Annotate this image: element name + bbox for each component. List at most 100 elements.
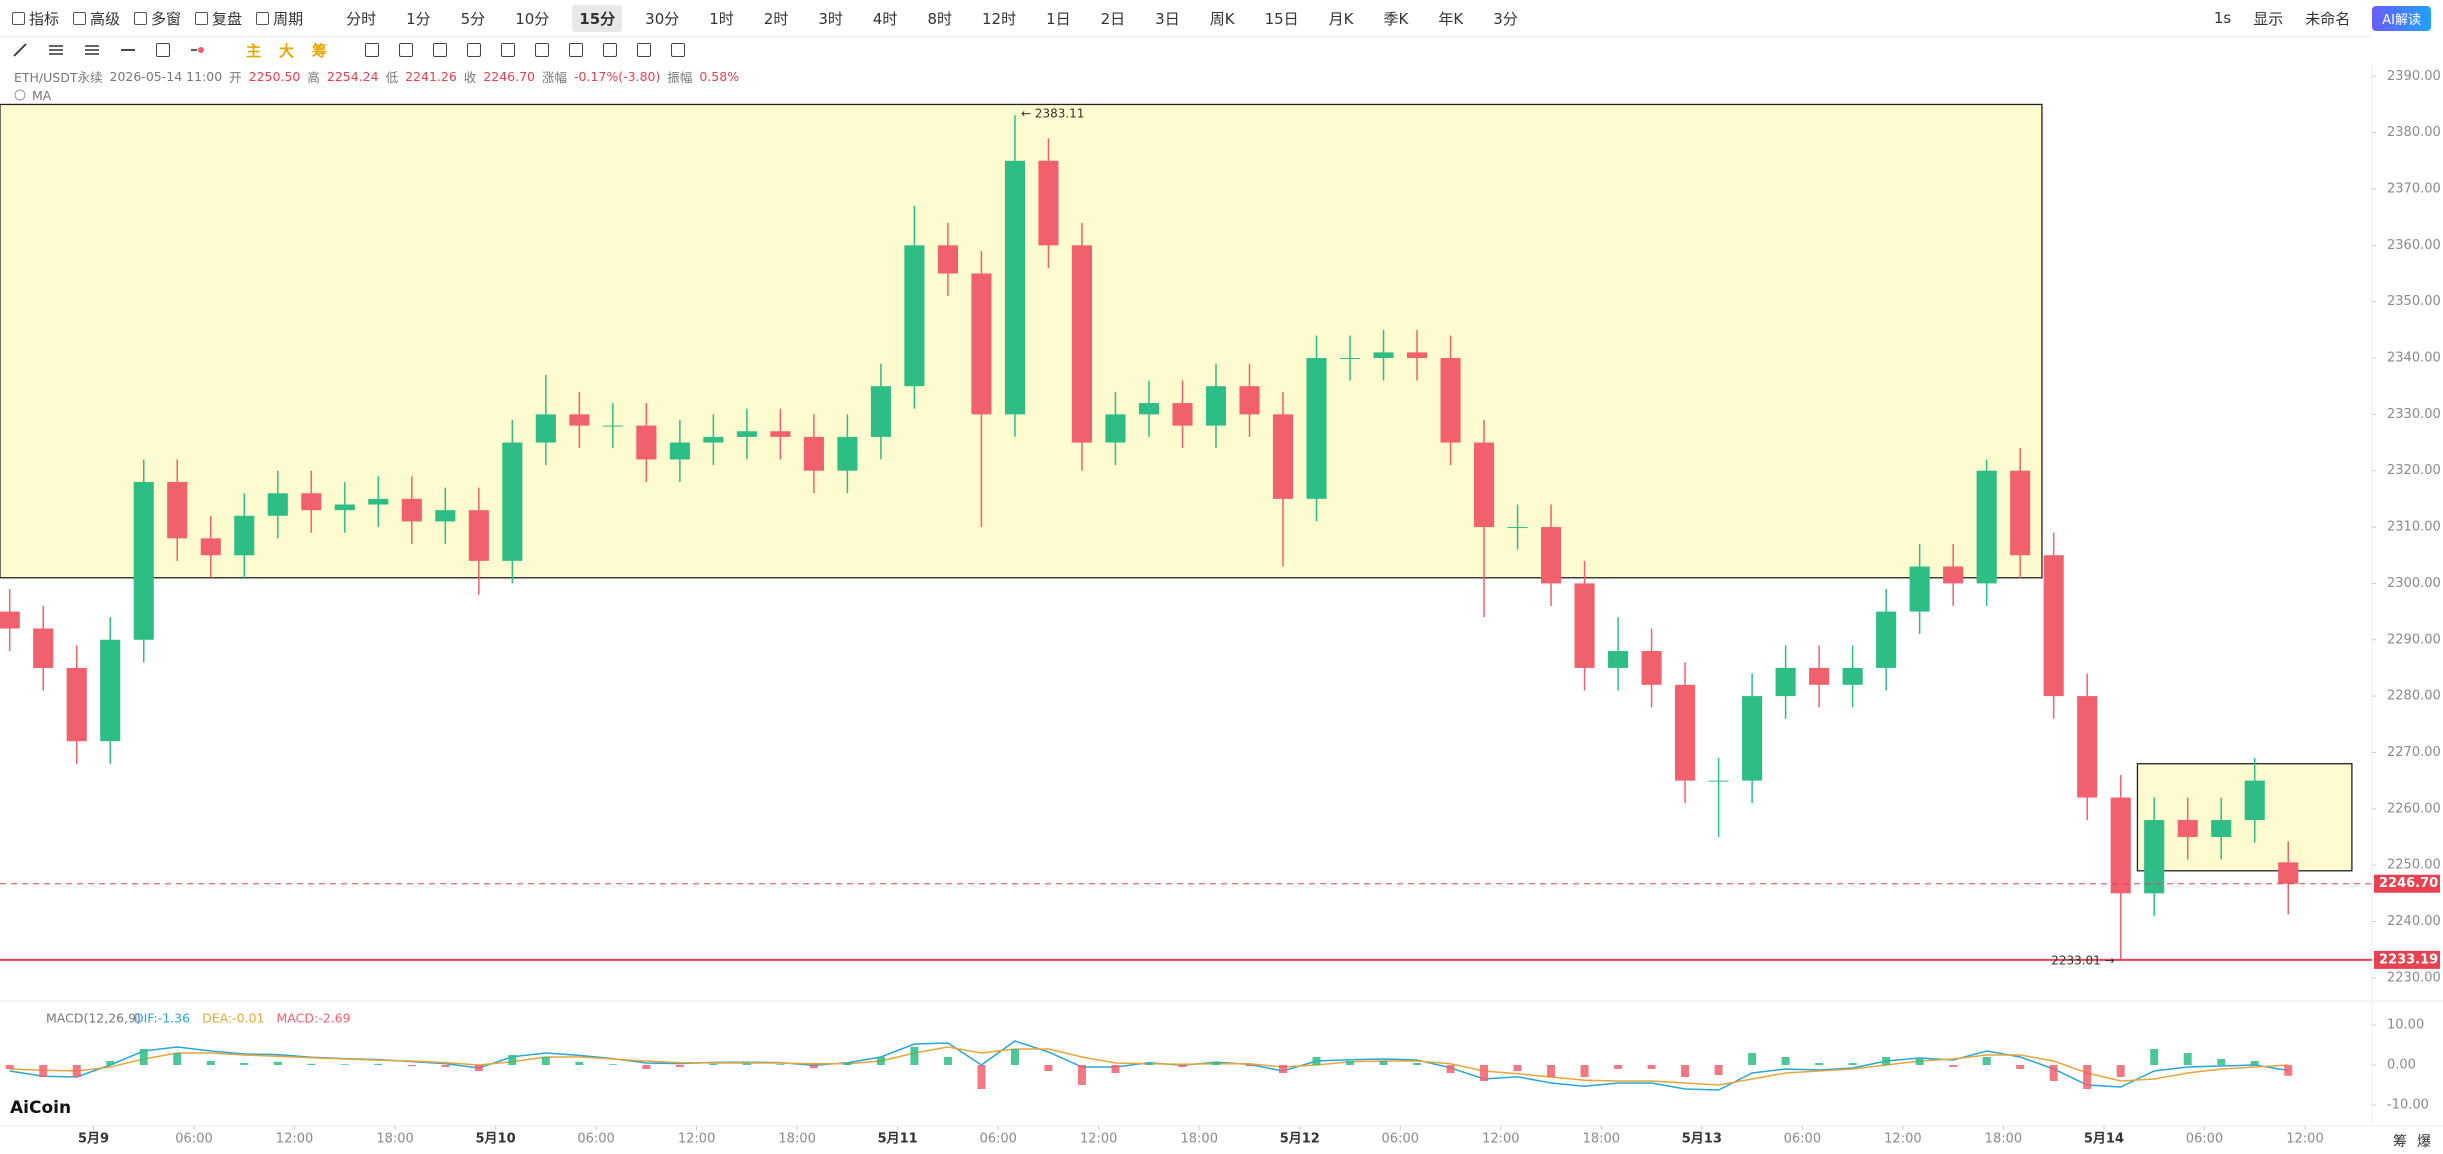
toolbar-button[interactable]: 复盘 <box>195 8 242 29</box>
candle-body <box>167 481 188 539</box>
macd-bar <box>2183 1053 2192 1065</box>
candle-body <box>837 436 858 471</box>
period-button[interactable]: 分时 <box>346 9 377 28</box>
macd-bar <box>139 1049 148 1065</box>
hline-tool[interactable] <box>48 42 64 58</box>
toolbar-label[interactable]: 多窗 <box>151 9 182 28</box>
tool-icon[interactable] <box>433 43 448 57</box>
toolbar-button[interactable]: 指标 <box>12 8 59 29</box>
tool-icon[interactable] <box>467 43 482 57</box>
macd-bar <box>1547 1065 1556 1077</box>
toolbar-right-button[interactable]: AI解读 <box>2372 5 2431 31</box>
macd-bar <box>1614 1065 1623 1069</box>
candle-body <box>1541 527 1562 584</box>
segment-tool[interactable] <box>120 42 136 58</box>
period-button[interactable]: 1时 <box>709 9 734 28</box>
corner-button[interactable]: 筹 <box>2393 1134 2407 1150</box>
toolbar-label[interactable]: 复盘 <box>212 9 243 28</box>
tool-icon[interactable] <box>603 43 618 57</box>
period-button[interactable]: 4时 <box>872 9 898 28</box>
candle-body <box>1909 566 1930 612</box>
candle-body <box>870 386 891 437</box>
period-button[interactable]: 2时 <box>763 9 789 28</box>
y-tick-label: 2270.00 <box>2387 745 2441 760</box>
period-button[interactable]: 年K <box>1438 9 1464 28</box>
shortcut[interactable]: 主 <box>246 41 262 60</box>
x-tick-label: 18:00 <box>376 1132 413 1147</box>
macd-bar <box>1949 1065 1958 1067</box>
tool-icon[interactable] <box>671 43 686 57</box>
x-tick-label: 18:00 <box>778 1132 815 1147</box>
candle-body <box>1574 583 1595 668</box>
period-button[interactable]: 1日 <box>1046 9 1071 28</box>
toolbar-right-button[interactable]: 显示 <box>2253 9 2284 28</box>
x-tick-label: 18:00 <box>1583 1132 1620 1147</box>
tool-icon[interactable] <box>637 43 652 57</box>
rect-tool[interactable] <box>156 43 170 57</box>
macd-bar <box>1312 1057 1321 1065</box>
period-button[interactable]: 3日 <box>1155 9 1180 28</box>
draw-toolbar: 主大筹 <box>12 36 686 64</box>
macd-bar <box>742 1063 751 1065</box>
candle-body <box>1473 442 1495 528</box>
period-button[interactable]: 30分 <box>645 9 680 28</box>
period-button[interactable]: 15分 <box>572 4 623 32</box>
tool-icon[interactable] <box>399 43 414 57</box>
toolbar-label[interactable]: 高级 <box>90 9 121 28</box>
toolbar-label[interactable]: 周期 <box>273 9 304 28</box>
collapse-icon[interactable] <box>14 89 26 101</box>
period-button[interactable]: 5分 <box>460 9 486 28</box>
period-button[interactable]: 周K <box>1209 9 1235 28</box>
candle-body <box>971 273 992 415</box>
period-button[interactable]: 10分 <box>515 9 550 28</box>
macd-bar <box>1982 1057 1991 1065</box>
shortcut[interactable]: 大 <box>279 41 295 60</box>
tool-icon[interactable] <box>501 43 516 57</box>
brush-tool[interactable] <box>190 42 206 58</box>
y-tick-label: 2290.00 <box>2387 632 2441 647</box>
tool-icon[interactable] <box>535 43 550 57</box>
toolbar-right-button[interactable]: 未命名 <box>2305 9 2351 28</box>
macd-bar <box>1178 1065 1187 1067</box>
macd-bar <box>407 1065 416 1067</box>
corner-tools: 筹爆 <box>2393 1131 2431 1151</box>
period-button[interactable]: 12时 <box>981 9 1017 28</box>
macd-bar <box>541 1057 550 1065</box>
field-value: 0.58% <box>699 68 740 84</box>
shortcut[interactable]: 筹 <box>312 41 328 60</box>
macd-bar <box>977 1065 986 1089</box>
toolbar-button[interactable]: 周期 <box>256 8 303 29</box>
candle-body <box>368 498 389 505</box>
tool-icon[interactable] <box>365 43 380 57</box>
period-button[interactable]: 季K <box>1383 9 1409 28</box>
line-tool[interactable] <box>12 42 28 58</box>
candle-body <box>234 515 255 556</box>
candle-body <box>736 431 757 437</box>
period-button[interactable]: 3时 <box>818 9 843 28</box>
x-tick-label: 12:00 <box>2286 1132 2323 1147</box>
period-button[interactable]: 3分 <box>1493 9 1518 28</box>
period-button[interactable]: 1分 <box>406 9 431 28</box>
candle-body <box>1373 352 1394 359</box>
macd-bar <box>1815 1063 1824 1065</box>
toolbar-label[interactable]: 指标 <box>29 9 60 28</box>
corner-button[interactable]: 爆 <box>2417 1134 2431 1150</box>
channel-tool[interactable] <box>84 42 100 58</box>
macd-bar <box>1714 1065 1723 1075</box>
period-button[interactable]: 月K <box>1328 9 1354 28</box>
macd-bar <box>1044 1065 1053 1071</box>
indicator-name[interactable]: MA <box>32 87 52 103</box>
y-tick-label: 2320.00 <box>2387 463 2441 478</box>
x-tick-label: 5月14 <box>2084 1132 2124 1147</box>
toolbar-button[interactable]: 多窗 <box>134 8 181 29</box>
macd-bar <box>2116 1065 2125 1077</box>
toolbar-right-button[interactable]: 1s <box>2213 9 2232 27</box>
period-button[interactable]: 8时 <box>927 9 952 28</box>
tool-icon[interactable] <box>569 43 584 57</box>
candle-body <box>100 639 121 742</box>
price-annotation: ← 2383.11 <box>1021 107 1084 121</box>
period-button[interactable]: 15日 <box>1264 9 1299 28</box>
toolbar-button[interactable]: 高级 <box>73 8 120 29</box>
x-tick-label: 06:00 <box>1382 1132 1419 1147</box>
period-button[interactable]: 2日 <box>1100 9 1126 28</box>
